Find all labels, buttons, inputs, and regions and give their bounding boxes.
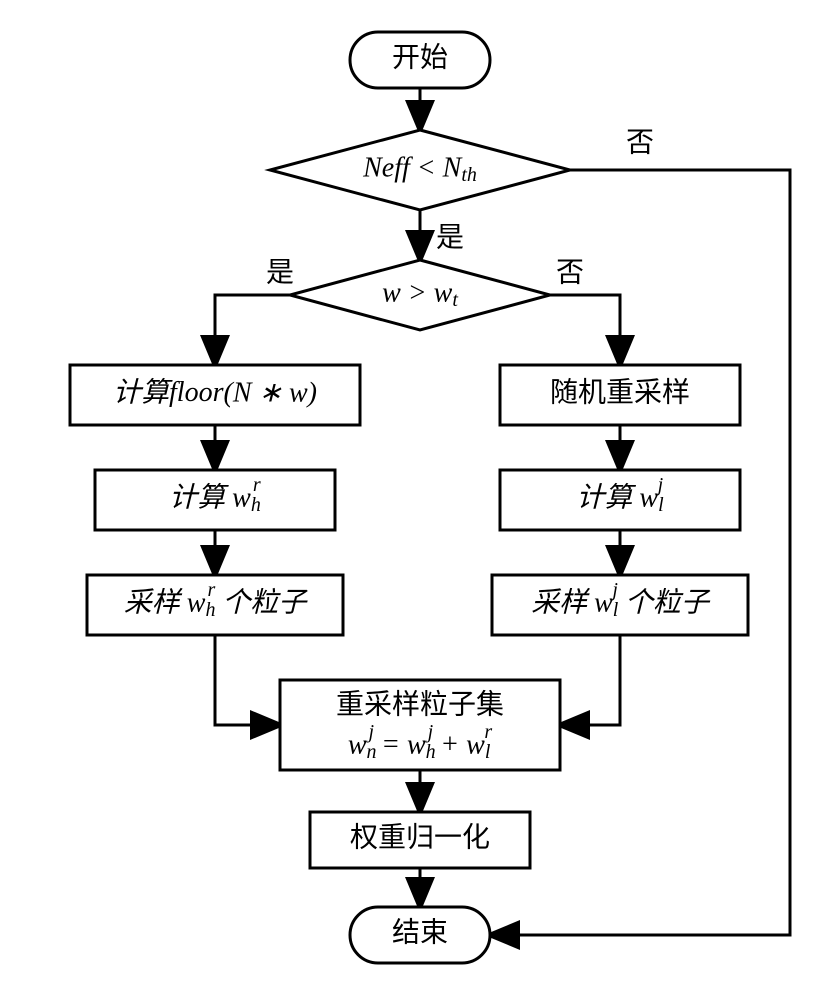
node-merge: 重采样粒子集wnj = whj + wlr [280, 680, 560, 770]
node-b_left2: 计算 whr [95, 470, 335, 530]
svg-text:权重归一化: 权重归一化 [350, 821, 490, 853]
svg-text:随机重采样: 随机重采样 [550, 376, 690, 408]
node-b_right3: 采样 wlj 个粒子 [492, 575, 748, 635]
edge-label-d1_yes: 是 [436, 222, 464, 253]
svg-text:Neff < Nth: Neff < Nth [362, 152, 477, 185]
node-end: 结束 [350, 907, 490, 963]
node-norm: 权重归一化 [310, 812, 530, 868]
node-d2: w > wt [290, 260, 550, 330]
node-b_right2: 计算 wlj [500, 470, 740, 530]
edge-label-d2_no: 否 [556, 257, 584, 288]
svg-text:重采样粒子集: 重采样粒子集 [336, 688, 504, 720]
flowchart-svg: 开始 Neff < Nth w > wt 计算floor(N ∗ w) 随机重采样计算 … [20, 20, 820, 980]
edge-label-d1_no: 否 [626, 127, 654, 158]
edge-label-d2_yes: 是 [266, 257, 294, 288]
node-b_left1: 计算floor(N ∗ w) [70, 365, 360, 425]
flowchart-container: 开始 Neff < Nth w > wt 计算floor(N ∗ w) 随机重采样计算 … [20, 20, 820, 980]
svg-text:开始: 开始 [392, 41, 448, 73]
node-b_right1: 随机重采样 [500, 365, 740, 425]
node-b_left3: 采样 whr 个粒子 [87, 575, 343, 635]
node-d1: Neff < Nth [270, 130, 570, 210]
svg-text:结束: 结束 [392, 916, 448, 948]
svg-text:计算floor(N ∗ w): 计算floor(N ∗ w) [113, 377, 317, 408]
svg-text:w > wt: w > wt [382, 277, 458, 310]
node-start: 开始 [350, 32, 490, 88]
